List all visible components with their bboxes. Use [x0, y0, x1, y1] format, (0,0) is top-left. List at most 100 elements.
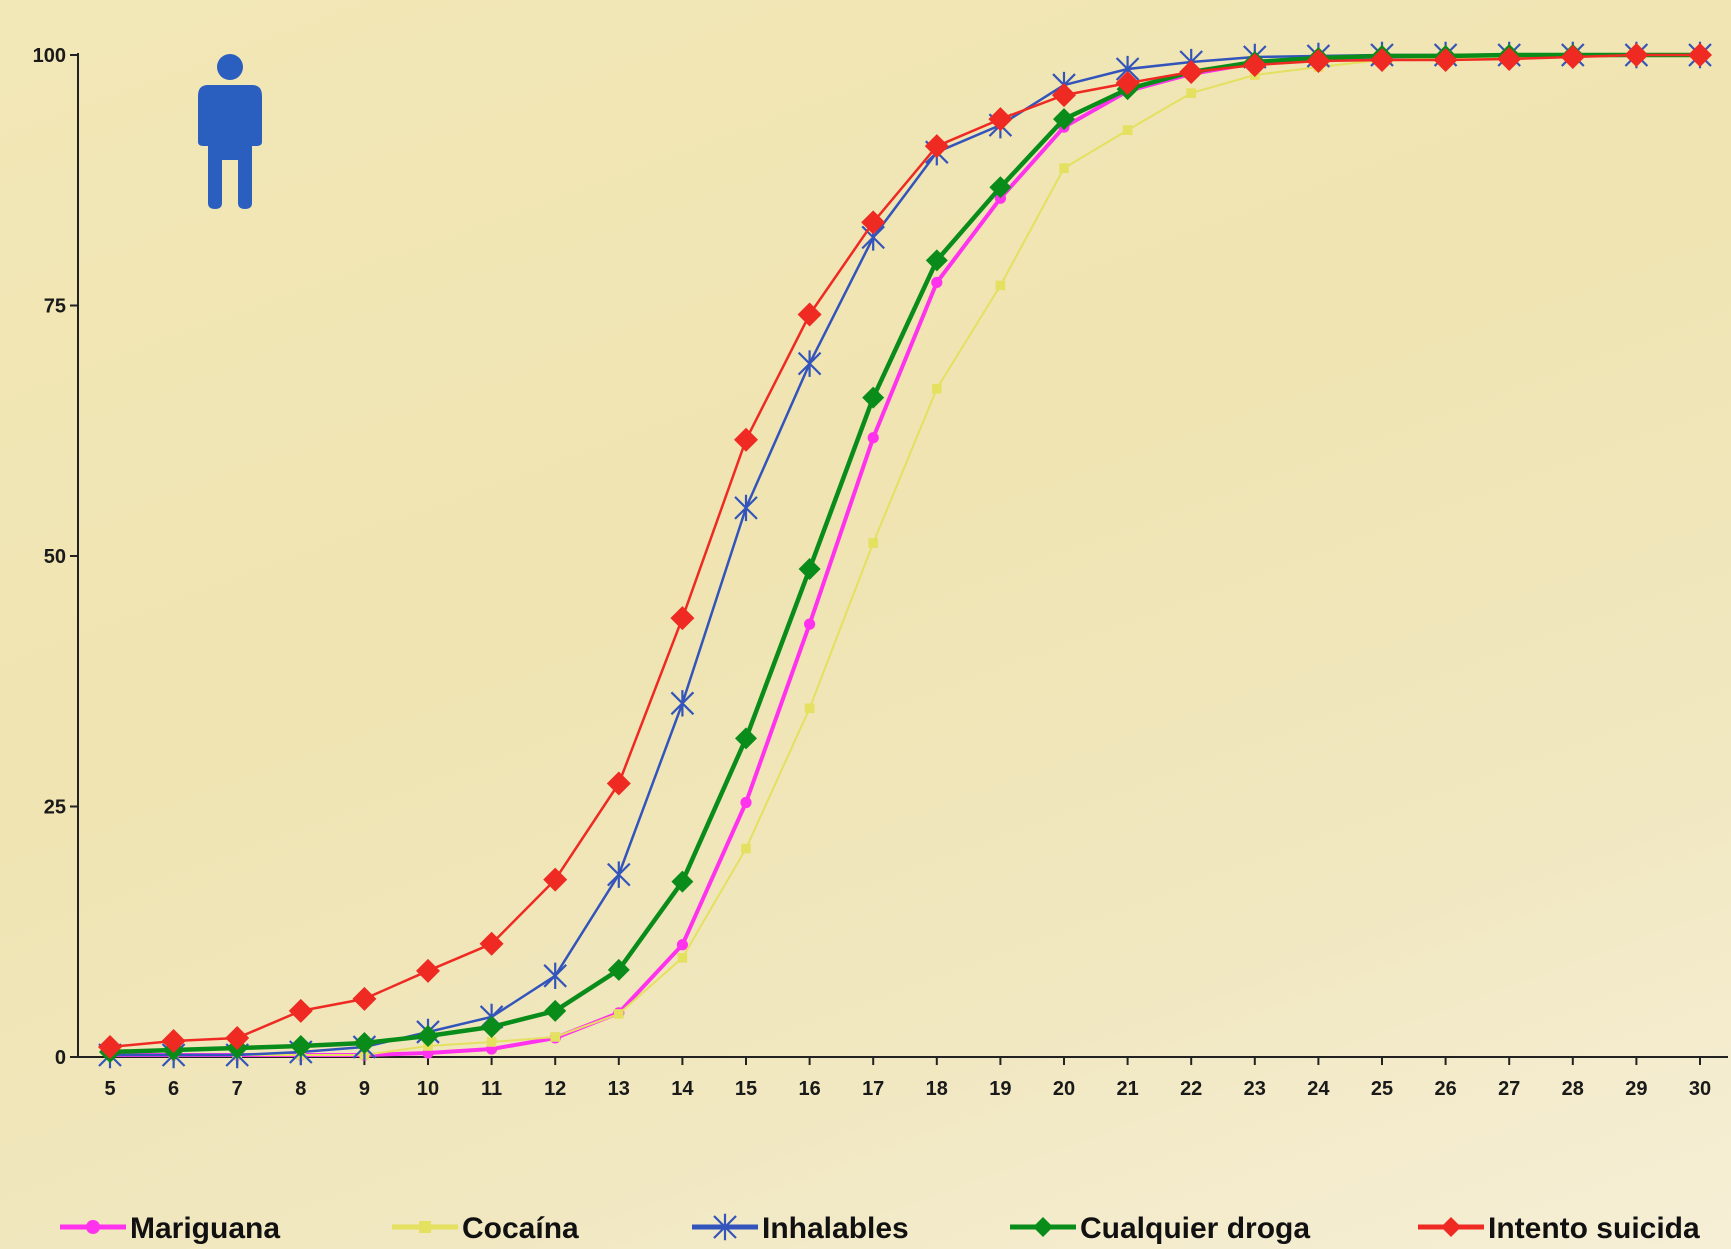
data-point-cocaina [1186, 88, 1196, 98]
y-tick-label: 25 [44, 797, 66, 819]
data-point-mariguana [867, 432, 879, 444]
data-point-intento-suicida [161, 1028, 186, 1053]
series-mariguana [104, 49, 1706, 1061]
data-point-cualquier-droga [417, 1024, 439, 1047]
legend-marker [713, 1213, 737, 1241]
legend-item-mariguana: Mariguana [60, 1212, 280, 1245]
legend-label: Mariguana [130, 1212, 280, 1245]
data-point-intento-suicida [1433, 48, 1458, 73]
data-point-cualquier-droga [1053, 108, 1075, 131]
data-point-mariguana [676, 939, 689, 951]
x-tick-label: 6 [168, 1078, 179, 1100]
x-tick-label: 29 [1625, 1078, 1647, 1100]
x-tick-label: 18 [926, 1078, 948, 1100]
legend-item-cualquier-droga: Cualquier droga [1010, 1212, 1310, 1245]
x-tick-label: 27 [1498, 1078, 1520, 1100]
legend-marker [1033, 1217, 1053, 1237]
data-point-cualquier-droga [798, 558, 821, 581]
data-point-cocaina [995, 280, 1006, 291]
data-point-intento-suicida [1370, 48, 1394, 73]
x-tick-label: 14 [671, 1078, 694, 1100]
data-point-intento-suicida [1624, 43, 1649, 67]
data-point-mariguana [994, 192, 1007, 204]
data-point-cualquier-droga [607, 958, 630, 981]
series-line-mariguana [110, 53, 1700, 1057]
data-point-intento-suicida [416, 958, 440, 983]
data-point-intento-suicida [1560, 45, 1585, 70]
series-line-intento-suicida [109, 53, 1700, 1049]
data-point-cocaina [550, 1032, 560, 1042]
y-tick-label: 50 [44, 546, 66, 568]
series-line-cualquier-droga [109, 52, 1700, 1055]
data-point-cualquier-droga [925, 249, 948, 272]
data-point-inhalables [607, 861, 631, 888]
male-person-icon [198, 54, 262, 209]
data-point-mariguana [804, 618, 816, 630]
axes: 0 25 50 75 100 5 6 7 8 9 10 11 12 13 14 15 16 17 18 19 20 21 2… [33, 45, 1728, 1100]
data-point-cualquier-droga [671, 870, 694, 893]
x-tick-label: 15 [735, 1078, 757, 1100]
y-tick-label: 75 [44, 296, 66, 318]
x-tick-label: 19 [989, 1078, 1011, 1100]
data-point-intento-suicida [1306, 49, 1331, 74]
data-point-mariguana [931, 276, 943, 289]
x-tick-label: 17 [862, 1078, 884, 1100]
legend-label: Inhalables [762, 1212, 909, 1245]
data-point-cocaina [614, 1009, 624, 1019]
x-tick-label: 10 [417, 1078, 439, 1100]
data-point-mariguana [740, 796, 752, 809]
legend-label: Cualquier droga [1080, 1212, 1310, 1245]
x-tick-label: 16 [798, 1078, 820, 1100]
x-tick-label: 11 [481, 1078, 502, 1100]
data-point-cocaina [486, 1037, 497, 1047]
data-point-intento-suicida [1179, 60, 1204, 85]
data-point-intento-suicida [1242, 53, 1267, 78]
legend-marker [419, 1221, 431, 1233]
series-lines [98, 41, 1712, 1069]
data-point-intento-suicida [797, 302, 822, 327]
x-tick-label: 25 [1371, 1078, 1393, 1100]
x-tick-label: 20 [1053, 1078, 1075, 1100]
data-point-intento-suicida [1688, 43, 1712, 67]
data-point-cualquier-droga [289, 1034, 312, 1057]
legend-marker [1441, 1217, 1461, 1237]
series-line-inhalables [110, 53, 1700, 1057]
x-tick-label: 13 [608, 1078, 630, 1100]
data-point-intento-suicida [1052, 83, 1076, 108]
data-point-cocaina [1122, 125, 1133, 135]
x-tick-label: 23 [1244, 1078, 1266, 1100]
x-tick-label: 7 [232, 1078, 243, 1100]
data-point-intento-suicida [670, 606, 695, 631]
data-point-cocaina [1059, 163, 1069, 174]
data-point-inhalables [670, 690, 695, 717]
x-tick-label: 28 [1562, 1078, 1584, 1100]
data-point-intento-suicida [479, 931, 504, 956]
data-point-inhalables [543, 962, 567, 990]
data-point-intento-suicida [988, 107, 1013, 132]
data-point-intento-suicida [352, 986, 377, 1011]
data-point-intento-suicida [1497, 47, 1522, 72]
y-tick-label: 100 [33, 45, 66, 67]
data-point-cualquier-droga [862, 386, 885, 409]
data-point-cocaina [868, 538, 878, 548]
data-point-intento-suicida [734, 427, 758, 452]
legend-marker [86, 1220, 100, 1234]
data-point-intento-suicida [606, 771, 631, 796]
legend-label: Intento suicida [1488, 1212, 1700, 1245]
x-tick-label: 8 [295, 1078, 306, 1100]
data-point-cualquier-droga [735, 727, 757, 750]
data-point-cualquier-droga [544, 999, 567, 1022]
series-inhalables [98, 41, 1712, 1069]
data-point-intento-suicida [225, 1025, 250, 1050]
series-line-cocaina [110, 54, 1700, 1056]
series-cocaina [105, 50, 1705, 1060]
legend-item-inhalables: Inhalables [692, 1212, 909, 1245]
data-point-cualquier-droga [989, 176, 1012, 199]
data-point-cocaina [932, 383, 942, 394]
x-tick-label: 12 [544, 1078, 566, 1100]
data-point-cocaina [741, 843, 751, 854]
data-point-intento-suicida [861, 210, 886, 235]
y-tick-label: 0 [55, 1047, 66, 1069]
legend-item-intento-suicida: Intento suicida [1418, 1212, 1700, 1245]
